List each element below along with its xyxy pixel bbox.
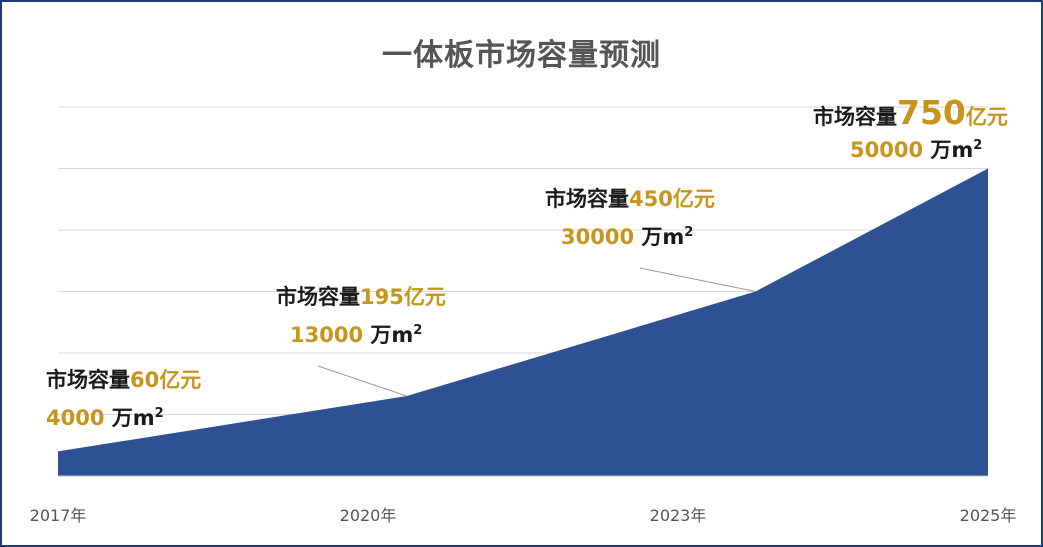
annotation-area-unit: 万m [111,406,155,430]
annotation-label: 市场容量 [813,105,897,129]
annotation-value: 450 [629,187,673,211]
annotation-area: 4000 [46,406,105,430]
annotation-label: 市场容量 [46,368,130,392]
annotation-area: 30000 [561,225,635,249]
data-label-2017: 市场容量60亿元 4000 万m2 [46,370,201,429]
annotation-area: 50000 [850,138,924,162]
data-label-2025: 市场容量750亿元 50000 万m2 [813,96,1008,161]
data-label-2023: 市场容量450亿元 30000 万m2 [545,189,715,248]
area-series [58,168,988,476]
annotation-value: 750 [897,93,966,132]
annotation-unit: 亿元 [965,105,1008,129]
annotation-unit: 亿元 [403,285,446,309]
annotation-unit: 亿元 [159,368,202,392]
annotation-label: 市场容量 [545,187,629,211]
annotation-sup: 2 [684,225,694,240]
annotation-value: 60 [130,368,160,392]
annotation-sup: 2 [154,406,164,421]
annotation-sup: 2 [413,323,423,338]
annotation-unit: 亿元 [672,187,715,211]
annotation-area-unit: 万m [930,138,974,162]
data-label-2020: 市场容量195亿元 13000 万m2 [276,287,446,346]
leader-line [317,365,407,397]
annotation-value: 195 [360,285,404,309]
annotation-label: 市场容量 [276,285,360,309]
x-tick-label: 2020年 [339,506,397,525]
annotation-area-unit: 万m [370,323,414,347]
x-tick-label: 2025年 [959,506,1017,525]
annotation-area-unit: 万m [641,225,685,249]
leader-line [639,267,756,292]
x-tick-label: 2017年 [29,506,87,525]
x-tick-label: 2023年 [649,506,707,525]
leader-lines [317,267,756,397]
annotation-sup: 2 [973,138,983,153]
chart-title: 一体板市场容量预测 [382,38,661,73]
annotation-area: 13000 [290,323,364,347]
